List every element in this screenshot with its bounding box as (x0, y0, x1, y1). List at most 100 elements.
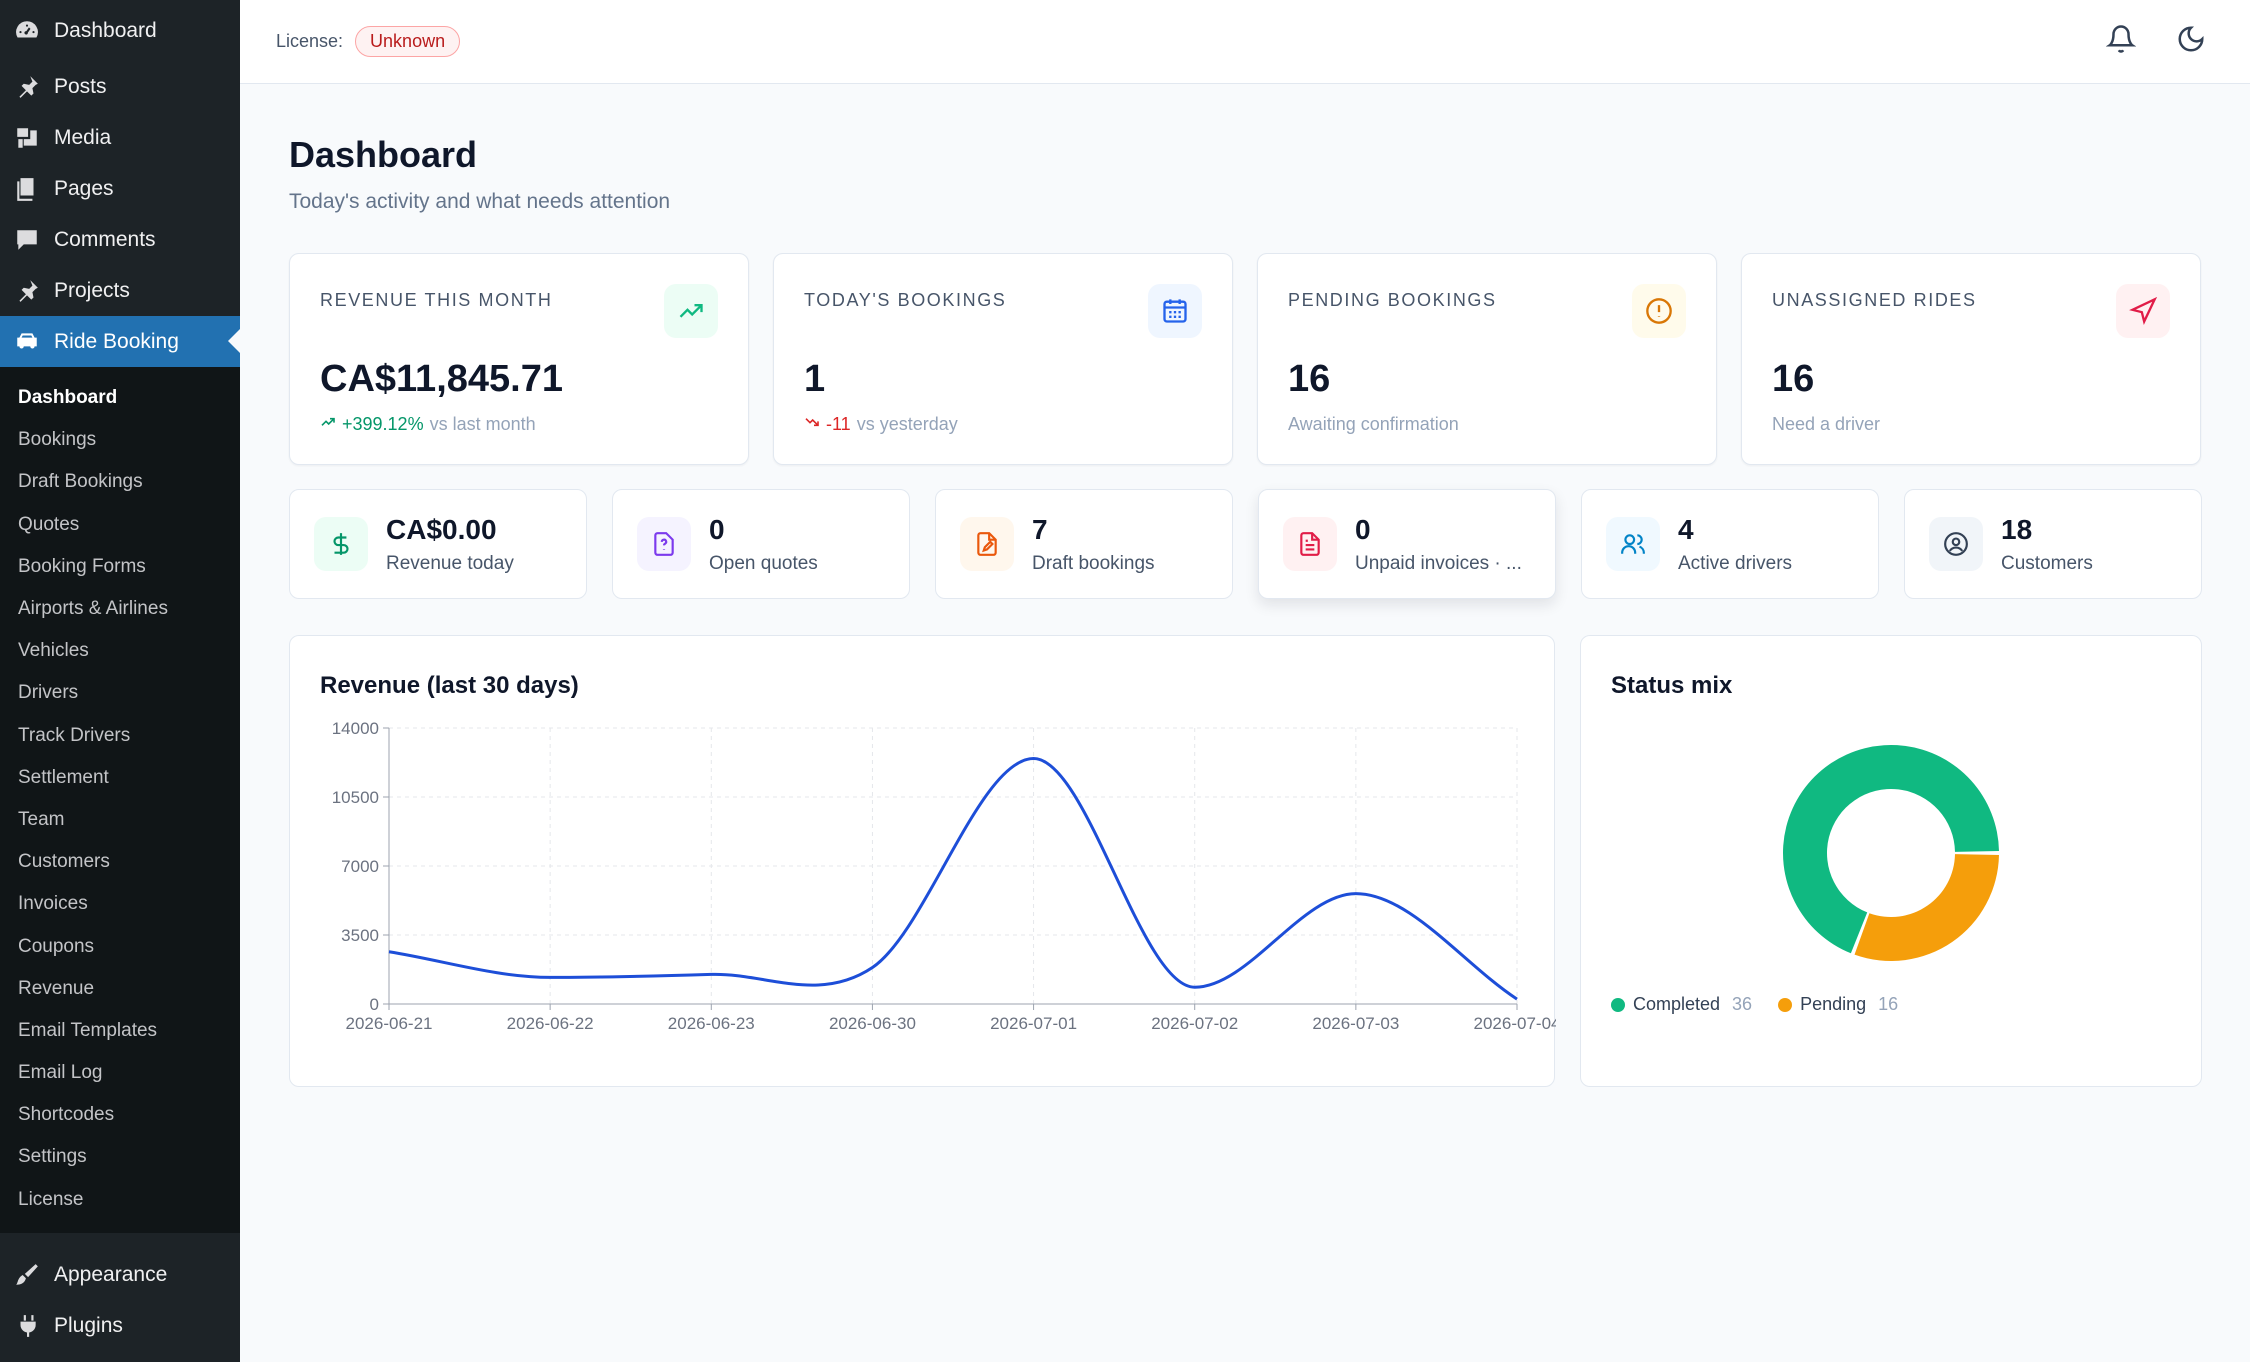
x-tick-label: 2026-06-22 (507, 1014, 594, 1033)
sidebar-item-plugins[interactable]: Plugins (0, 1301, 240, 1352)
moon-icon[interactable] (2176, 24, 2206, 59)
legend-label: Completed (1633, 994, 1721, 1014)
sidebar-item-label: Dashboard (54, 18, 157, 42)
donut-slice-completed[interactable] (1783, 745, 1999, 954)
mini-stat-card[interactable]: 4 Active drivers (1581, 489, 1879, 599)
kpi-note: Awaiting confirmation (1288, 414, 1459, 434)
kpi-note: vs yesterday (856, 414, 958, 434)
pushpin-icon (14, 74, 40, 100)
kpi-value: 16 (1772, 358, 1815, 400)
legend-item-completed[interactable]: Completed 36 (1611, 994, 1752, 1015)
mini-stat-label: Unpaid invoices · ... (1355, 553, 1522, 574)
sidebar-item-posts[interactable]: Posts (0, 61, 240, 112)
kpi-card[interactable]: REVENUE THIS MONTH CA$11,845.71 +399.12% vs… (289, 253, 749, 465)
submenu-item-bookings[interactable]: Bookings (18, 429, 97, 451)
mini-stat-label: Draft bookings (1032, 553, 1155, 574)
sidebar-item-label: Projects (54, 278, 130, 302)
sidebar-item-label: Media (54, 125, 112, 149)
legend-item-pending[interactable]: Pending 16 (1778, 994, 1898, 1015)
submenu-item-shortcodes[interactable]: Shortcodes (18, 1104, 115, 1126)
donut-slice-pending[interactable] (1854, 854, 1999, 961)
revenue-line-chart: 0 3500 7000 10500 14000 2026-06-21 2026-06-22 2… (332, 719, 1556, 1033)
media-icon (14, 125, 40, 151)
submenu-item-draft-bookings[interactable]: Draft Bookings (18, 471, 143, 493)
sidebar-item-ride-booking[interactable]: Ride Booking (0, 316, 240, 367)
submenu-item-revenue[interactable]: Revenue (18, 977, 95, 999)
sidebar-item-comments[interactable]: Comments (0, 214, 240, 265)
gauge-icon (14, 18, 40, 44)
plug-icon (14, 1313, 40, 1339)
mini-stat-label: Customers (2001, 553, 2093, 574)
y-tick-label: 14000 (332, 719, 379, 738)
trend-down-icon (804, 414, 820, 435)
calendar-icon (1148, 284, 1202, 338)
bell-icon[interactable] (2105, 24, 2137, 59)
sidebar-item-projects[interactable]: Projects (0, 265, 240, 316)
alert-circle-icon (1632, 284, 1686, 338)
status-legend: Completed 36 Pending 16 (1611, 994, 1898, 1015)
submenu-item-dashboard[interactable]: Dashboard (18, 387, 118, 409)
file-edit-icon (960, 517, 1014, 571)
submenu-item-quotes[interactable]: Quotes (18, 513, 80, 535)
legend-count: 36 (1732, 994, 1753, 1014)
x-tick-label: 2026-07-03 (1312, 1014, 1399, 1033)
mini-stat-value: 0 (709, 514, 725, 545)
navigation-icon (2116, 284, 2170, 338)
brush-icon (14, 1262, 40, 1288)
page-title: Dashboard (289, 134, 478, 175)
submenu-item-team[interactable]: Team (18, 808, 65, 830)
kpi-subtext: +399.12% vs last month (320, 414, 536, 435)
submenu-item-email-templates[interactable]: Email Templates (18, 1019, 158, 1041)
sidebar-item-label: Plugins (54, 1314, 123, 1338)
submenu-item-license[interactable]: License (18, 1188, 84, 1210)
mini-stat-card[interactable]: 0 Open quotes (612, 489, 910, 599)
x-tick-label: 2026-07-02 (1151, 1014, 1238, 1033)
submenu-item-track-drivers[interactable]: Track Drivers (18, 724, 131, 746)
submenu-item-customers[interactable]: Customers (18, 851, 110, 873)
submenu-item-coupons[interactable]: Coupons (18, 935, 95, 957)
sidebar-item-pages[interactable]: Pages (0, 163, 240, 214)
revenue-chart-panel: Revenue (last 30 days) 0 3500 7000 10500 140… (289, 635, 1556, 1087)
comment-icon (14, 227, 40, 253)
x-tick-label: 2026-07-01 (990, 1014, 1077, 1033)
mini-stat-value: 0 (1355, 514, 1371, 545)
mini-stat-label: Revenue today (386, 553, 514, 574)
x-tick-label: 2026-06-21 (346, 1014, 433, 1033)
legend-dot (1611, 997, 1625, 1012)
kpi-card[interactable]: PENDING BOOKINGS 16 Awaiting confirmation (1257, 253, 1717, 465)
sidebar-item-label: Appearance (54, 1263, 168, 1287)
submenu-item-settings[interactable]: Settings (18, 1146, 87, 1168)
status-mix-title: Status mix (1611, 672, 1733, 699)
kpi-subtext: Awaiting confirmation (1288, 414, 1459, 435)
sidebar-item-label: Posts (54, 74, 107, 98)
mini-stat-label: Active drivers (1678, 553, 1793, 574)
submenu-item-invoices[interactable]: Invoices (18, 893, 88, 915)
mini-stat-card[interactable]: 0 Unpaid invoices · ... (1258, 489, 1556, 599)
submenu-item-airports-airlines[interactable]: Airports & Airlines (18, 598, 168, 620)
sidebar-item-appearance[interactable]: Appearance (0, 1250, 240, 1301)
x-tick-label: 2026-07-04 (1474, 1014, 1556, 1033)
x-tick-label: 2026-06-23 (668, 1014, 755, 1033)
submenu-item-settlement[interactable]: Settlement (18, 766, 109, 788)
submenu-item-booking-forms[interactable]: Booking Forms (18, 555, 146, 577)
submenu-item-drivers[interactable]: Drivers (18, 682, 79, 704)
mini-stat-card[interactable]: 7 Draft bookings (935, 489, 1233, 599)
kpi-card[interactable]: UNASSIGNED RIDES 16 Need a driver (1741, 253, 2201, 465)
submenu-item-vehicles[interactable]: Vehicles (18, 640, 89, 662)
sidebar-item-dashboard[interactable]: Dashboard (0, 0, 240, 61)
admin-sidebar: Dashboard Posts Media Pages Comments Projects… (0, 0, 240, 1362)
mini-stat-card[interactable]: 18 Customers (1904, 489, 2202, 599)
kpi-delta: +399.12% (342, 414, 424, 434)
kpi-value: 16 (1288, 358, 1331, 400)
kpi-label: PENDING BOOKINGS (1288, 290, 1497, 310)
mini-stat-card[interactable]: CA$0.00 Revenue today (289, 489, 587, 599)
page-subtitle: Today's activity and what needs attentio… (289, 190, 671, 213)
submenu-item-email-log[interactable]: Email Log (18, 1062, 103, 1084)
mini-stat-label: Open quotes (709, 553, 818, 574)
mini-stat-value: 7 (1032, 514, 1048, 545)
kpi-card[interactable]: TODAY'S BOOKINGS 1 -11 vs yesterday (773, 253, 1233, 465)
legend-label: Pending (1800, 994, 1867, 1014)
pages-icon (14, 176, 40, 202)
kpi-subtext: -11 vs yesterday (804, 414, 958, 435)
sidebar-item-media[interactable]: Media (0, 112, 240, 163)
